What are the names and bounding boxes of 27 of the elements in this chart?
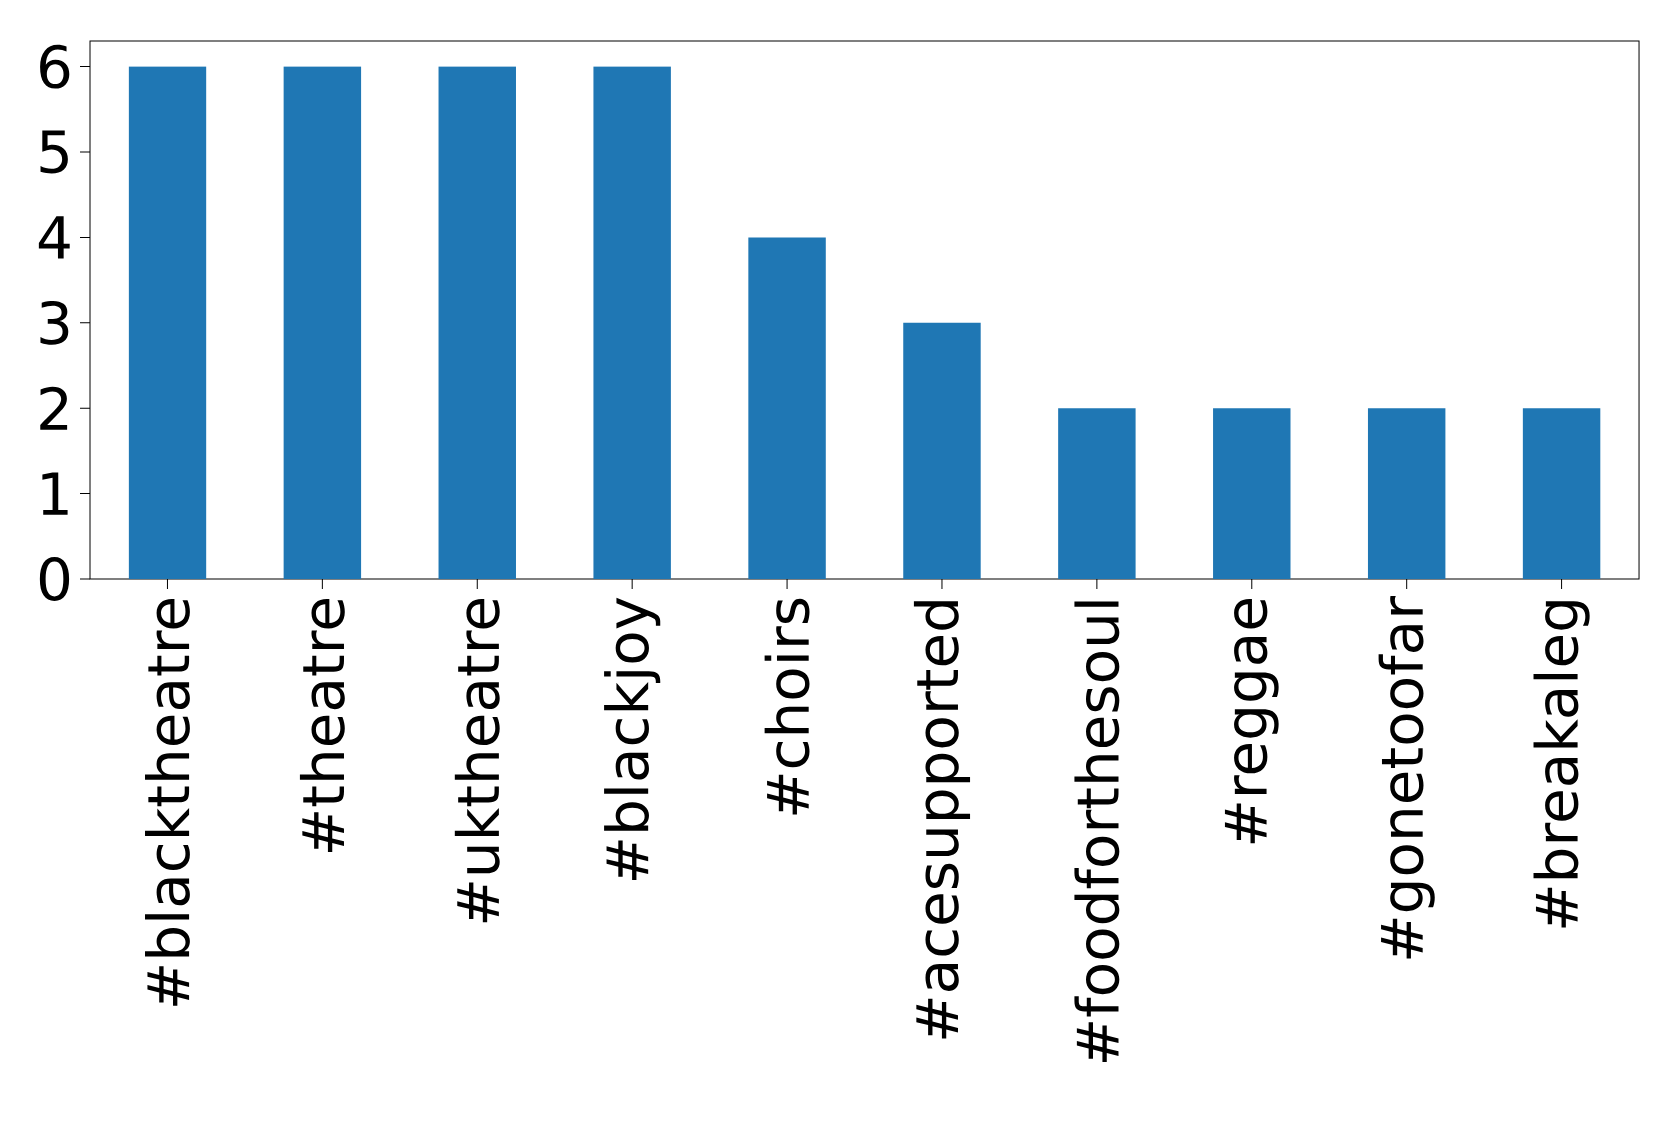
x-tick-label: #choirs bbox=[764, 598, 810, 815]
x-tick-label: #breakaleg bbox=[1533, 601, 1590, 928]
bar bbox=[1367, 408, 1446, 579]
bar bbox=[438, 66, 516, 579]
bar bbox=[748, 237, 826, 579]
bar bbox=[1213, 408, 1291, 579]
y-tick-label: 0 bbox=[39, 557, 70, 601]
y-tick-label: 5 bbox=[40, 130, 68, 174]
x-tick-label: #blacktheatre bbox=[145, 599, 190, 1006]
bar bbox=[1058, 408, 1136, 579]
bar bbox=[593, 66, 671, 579]
y-tick-label: 2 bbox=[40, 386, 68, 430]
x-tick-label: #reggae bbox=[1224, 599, 1279, 844]
y-tick-label: 6 bbox=[40, 44, 70, 89]
bar bbox=[283, 66, 362, 579]
y-tick-label: 1 bbox=[42, 472, 68, 515]
bar bbox=[903, 322, 981, 579]
bar bbox=[128, 66, 207, 579]
x-tick-label: #acesupported bbox=[913, 601, 971, 1039]
x-tick-label: #theatre bbox=[299, 599, 345, 852]
bar bbox=[1522, 408, 1601, 579]
x-tick-label: #blackjoy bbox=[604, 597, 661, 881]
x-tick-label: #uktheatre bbox=[454, 599, 500, 923]
x-tick-label: #foodforthesoul bbox=[1074, 601, 1120, 1062]
x-tick-label: #gonetoofar bbox=[1378, 596, 1435, 959]
y-tick-label: 4 bbox=[38, 216, 70, 259]
y-tick-label: 3 bbox=[40, 300, 69, 345]
